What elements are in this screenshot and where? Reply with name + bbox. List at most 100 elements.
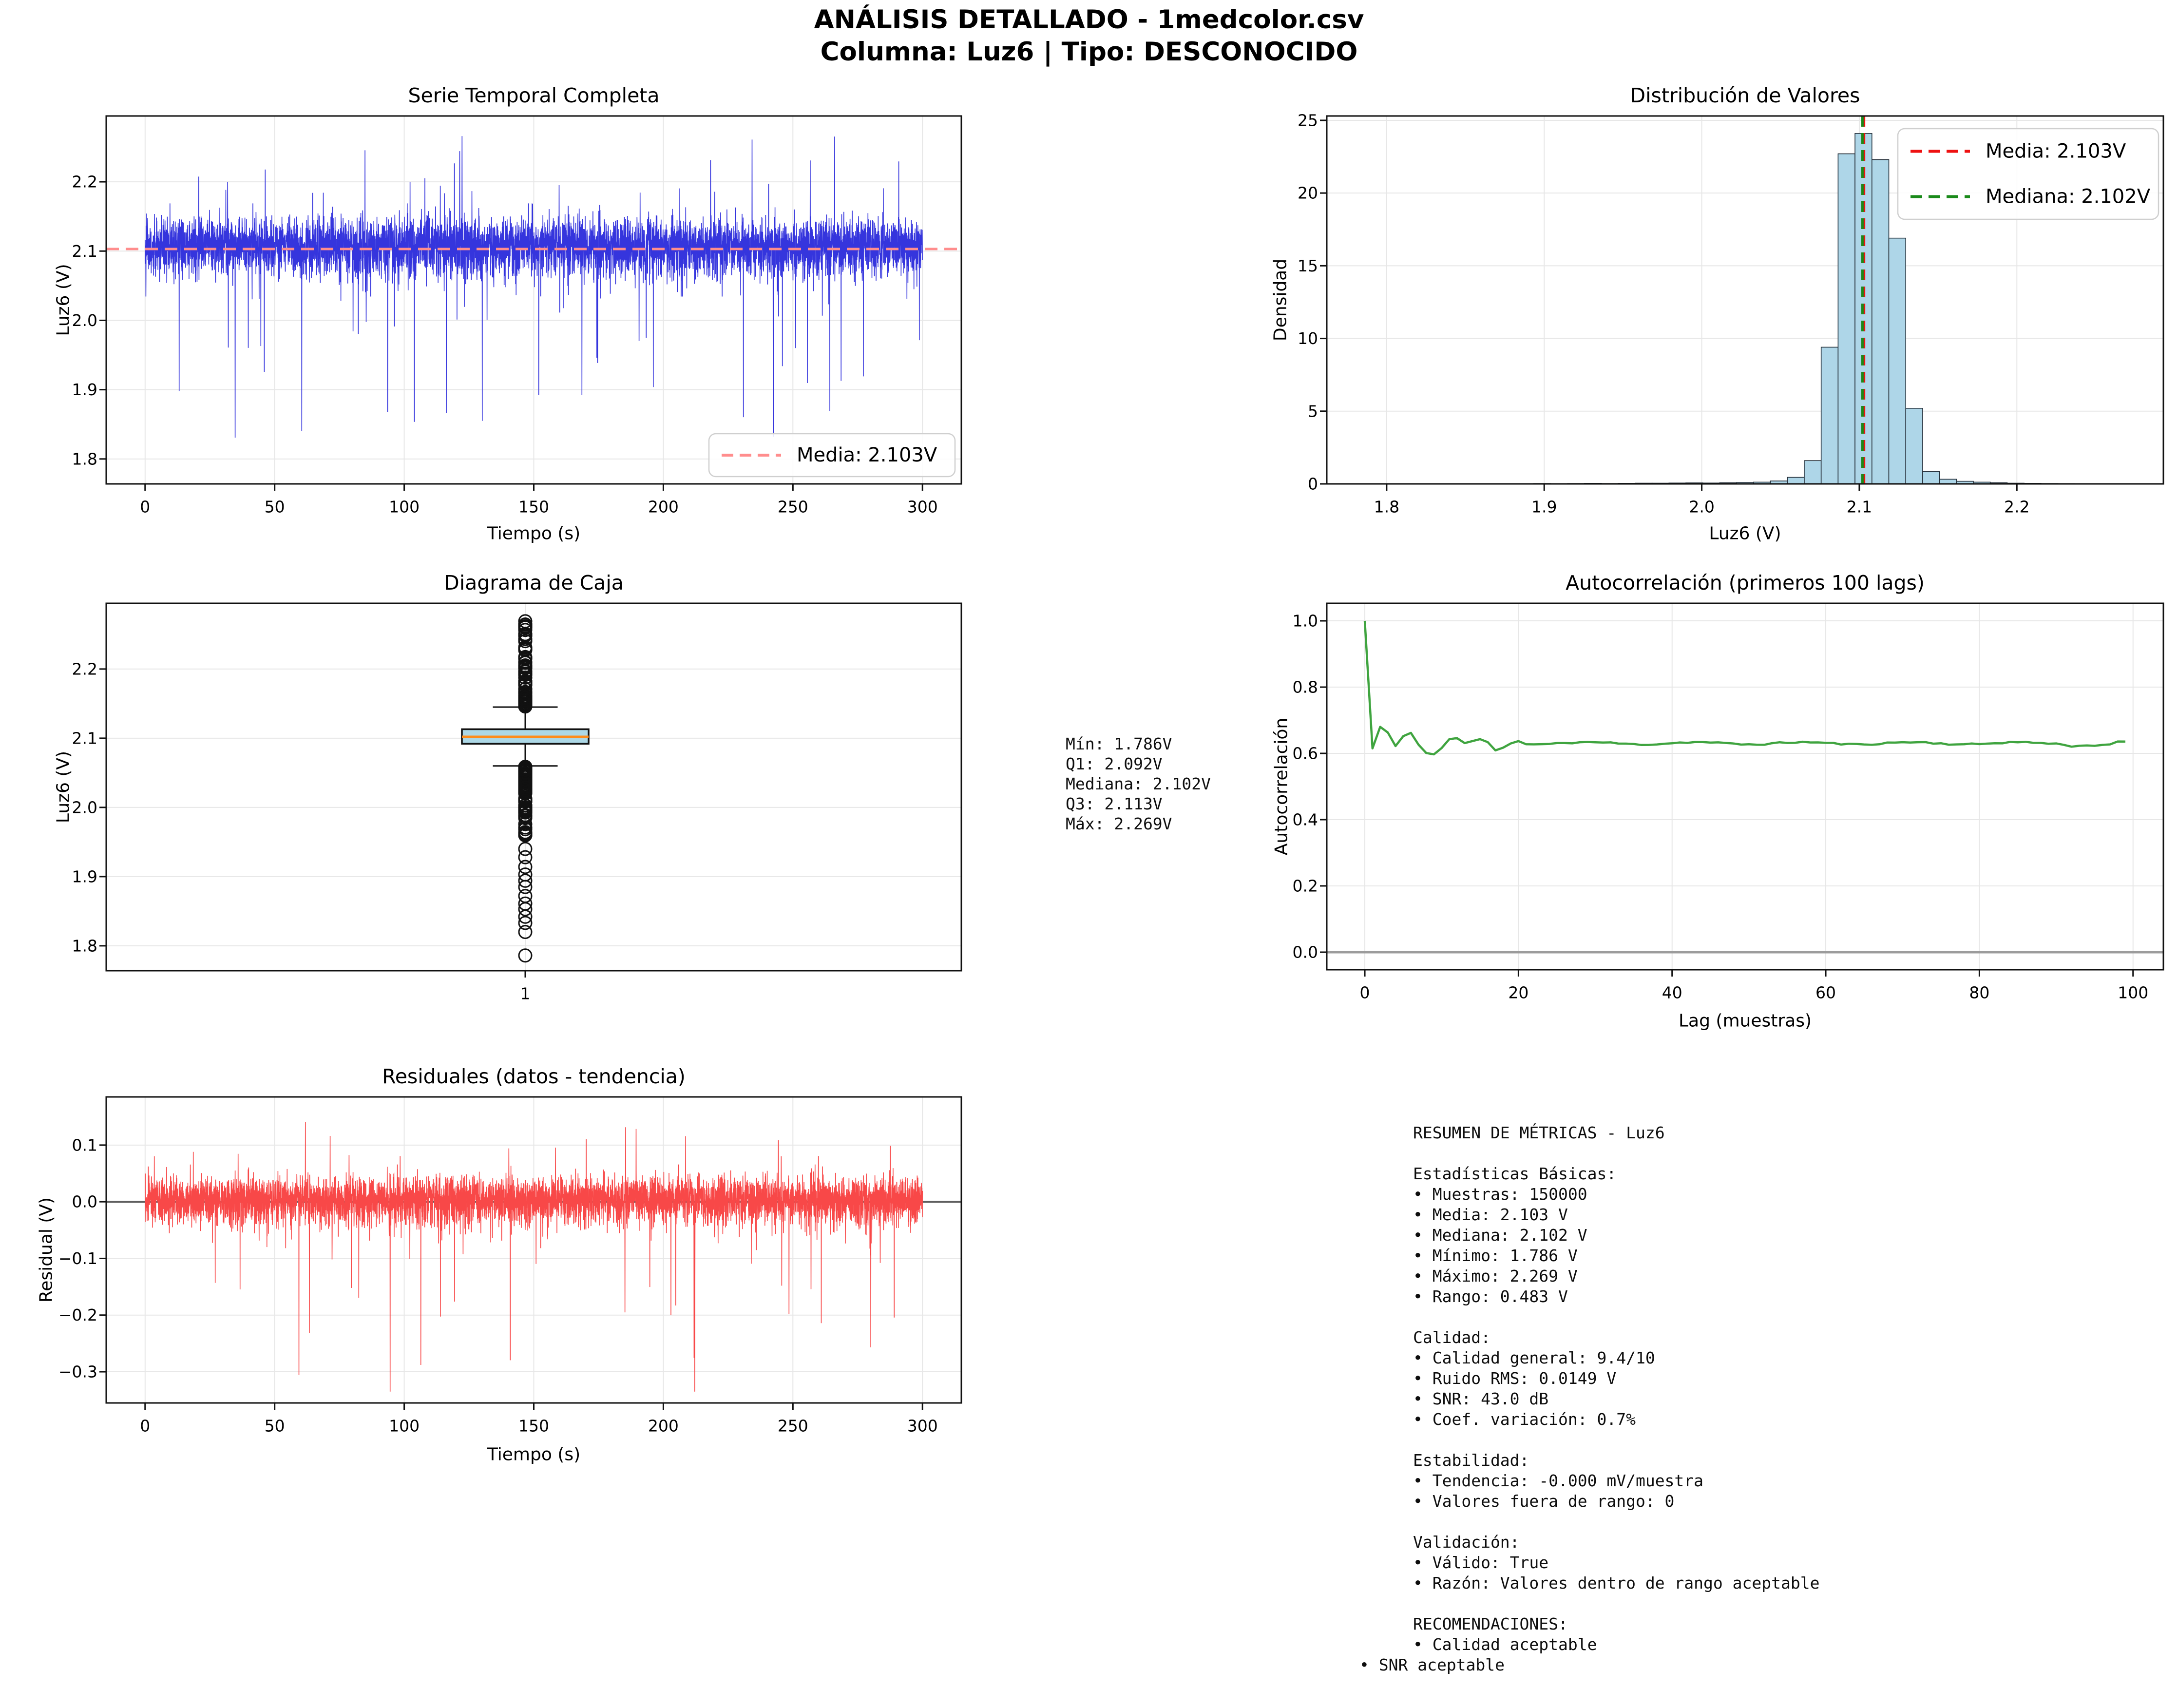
- histogram-chart: 1.8 1.9 2.0 2.1 2.2 0 5 10 15 20 25 Distribución de…: [1271, 84, 2164, 544]
- outlier-point: [518, 699, 533, 714]
- metrics-summary-text: RESUMEN DE MÉTRICAS - Luz6 Estadísticas …: [1359, 1123, 1820, 1675]
- svg-text:250: 250: [778, 1417, 808, 1436]
- svg-text:Autocorrelación (primeros 100: Autocorrelación (primeros 100 lags): [1566, 571, 1925, 595]
- svg-text:−0.1: −0.1: [58, 1249, 97, 1268]
- svg-text:1.8: 1.8: [72, 449, 97, 468]
- svg-text:1.9: 1.9: [72, 380, 97, 399]
- text-line: • Calidad general: 9.4/10: [1413, 1348, 1655, 1367]
- svg-text:100: 100: [2118, 983, 2148, 1002]
- text-line: Calidad:: [1413, 1328, 1490, 1347]
- text-line: • Coef. variación: 0.7%: [1413, 1410, 1636, 1429]
- text-line: • Tendencia: -0.000 mV/muestra: [1413, 1471, 1704, 1490]
- svg-text:2.1: 2.1: [1847, 498, 1872, 517]
- figure-suptitle: ANÁLISIS DETALLADO - 1medcolor.csv Colum…: [0, 4, 2178, 68]
- text-line: [1413, 1430, 1819, 1450]
- outlier-point: [518, 671, 533, 685]
- outlier-point: [518, 798, 533, 813]
- text-line: • Ruido RMS: 0.0149 V: [1413, 1369, 1617, 1388]
- text-line: • Mínimo: 1.786 V: [1413, 1246, 1578, 1265]
- svg-text:2.2: 2.2: [2004, 498, 2029, 517]
- svg-text:300: 300: [907, 1417, 938, 1436]
- svg-text:Media: 2.103V: Media: 2.103V: [1986, 140, 2126, 163]
- svg-text:0.2: 0.2: [1293, 876, 1318, 895]
- text-line: Q3: 2.113V: [1066, 794, 1163, 813]
- svg-text:10: 10: [1298, 329, 1318, 348]
- text-line: • Valores fuera de rango: 0: [1413, 1492, 1675, 1511]
- histogram-bar: [1888, 237, 1907, 484]
- svg-text:Residuales (datos - tendencia): Residuales (datos - tendencia): [382, 1065, 686, 1088]
- text-line: • SNR: 43.0 dB: [1413, 1389, 1549, 1408]
- svg-text:0: 0: [1360, 983, 1370, 1002]
- svg-text:Autocorrelación: Autocorrelación: [1272, 718, 1292, 855]
- svg-text:100: 100: [389, 1417, 420, 1436]
- svg-text:0.0: 0.0: [72, 1192, 97, 1211]
- outlier-point: [518, 825, 533, 840]
- text-line: [1413, 1143, 1819, 1164]
- outlier-point: [518, 617, 533, 632]
- autocorrelation-chart: 0 20 40 60 80 100 0.0 0.2 0.4 0.6 0.8 1.0 Autocorrel…: [1272, 571, 2164, 1031]
- svg-text:2.1: 2.1: [72, 729, 97, 748]
- svg-text:Tiempo (s): Tiempo (s): [487, 1445, 580, 1465]
- svg-text:Luz6 (V): Luz6 (V): [54, 751, 74, 823]
- svg-text:50: 50: [265, 498, 285, 517]
- svg-text:Diagrama de Caja: Diagrama de Caja: [444, 571, 624, 595]
- svg-text:0: 0: [1308, 475, 1318, 494]
- text-line: • Mediana: 2.102 V: [1413, 1226, 1587, 1245]
- outlier-point: [518, 909, 533, 924]
- text-line: • SNR aceptable: [1359, 1655, 1505, 1674]
- svg-text:1.0: 1.0: [1293, 612, 1318, 631]
- svg-text:2.0: 2.0: [72, 798, 97, 817]
- outlier-point: [518, 902, 533, 917]
- outlier-point: [518, 660, 533, 675]
- svg-text:0.0: 0.0: [1293, 942, 1318, 961]
- svg-text:2.2: 2.2: [72, 659, 97, 678]
- svg-text:1.8: 1.8: [72, 936, 97, 955]
- outlier-point: [518, 850, 533, 864]
- svg-text:Serie Temporal Completa: Serie Temporal Completa: [408, 84, 659, 107]
- histogram-bar: [1804, 460, 1822, 484]
- outlier-point: [518, 772, 533, 787]
- svg-text:Luz6 (V): Luz6 (V): [1709, 524, 1781, 544]
- outlier-point: [518, 842, 533, 856]
- svg-text:0.6: 0.6: [1293, 744, 1318, 763]
- outlier-point: [518, 655, 533, 670]
- residuals-line: [145, 1121, 923, 1392]
- outlier-point: [518, 948, 533, 963]
- outlier-point: [518, 652, 533, 666]
- svg-text:1: 1: [520, 984, 531, 1003]
- text-line: Q1: 2.092V: [1066, 754, 1163, 773]
- text-line: [1413, 1307, 1819, 1327]
- histogram-bar: [1787, 477, 1805, 484]
- svg-text:300: 300: [907, 498, 938, 517]
- text-line: Mín: 1.786V: [1066, 734, 1172, 753]
- svg-text:80: 80: [1969, 983, 1989, 1002]
- text-line: Máx: 2.269V: [1066, 814, 1172, 833]
- text-line: Validación:: [1413, 1533, 1520, 1552]
- svg-text:150: 150: [518, 1417, 549, 1436]
- svg-text:1.9: 1.9: [1531, 498, 1557, 517]
- time-series-chart: 0 50 100 150 200 250 300 1.8 1.9 2.0 2.1 2.2 Serie T…: [54, 84, 962, 544]
- text-line: RECOMENDACIONES:: [1413, 1614, 1568, 1633]
- outlier-point: [518, 674, 533, 689]
- svg-text:250: 250: [778, 498, 808, 517]
- text-line: • Media: 2.103 V: [1413, 1205, 1568, 1224]
- svg-text:2.0: 2.0: [72, 311, 97, 330]
- text-line: Mediana: 2.102V: [1066, 774, 1211, 793]
- histogram-bar: [1871, 159, 1890, 484]
- svg-text:Residual (V): Residual (V): [37, 1197, 57, 1303]
- histogram-bar: [1922, 471, 1940, 484]
- svg-text:0.1: 0.1: [72, 1135, 97, 1154]
- svg-text:Media: 2.103V: Media: 2.103V: [797, 444, 937, 466]
- outlier-point: [518, 916, 533, 930]
- histogram-bar: [1820, 346, 1839, 484]
- svg-text:2.0: 2.0: [1689, 498, 1714, 517]
- svg-text:Lag (muestras): Lag (muestras): [1679, 1011, 1812, 1031]
- text-line: • Razón: Valores dentro de rango aceptab…: [1413, 1574, 1820, 1593]
- outlier-point: [518, 860, 533, 874]
- svg-text:2.1: 2.1: [72, 242, 97, 261]
- svg-text:Mediana: 2.102V: Mediana: 2.102V: [1986, 186, 2151, 208]
- time-series-line: [145, 136, 923, 438]
- svg-text:Tiempo (s): Tiempo (s): [487, 524, 580, 544]
- outlier-point: [518, 880, 533, 894]
